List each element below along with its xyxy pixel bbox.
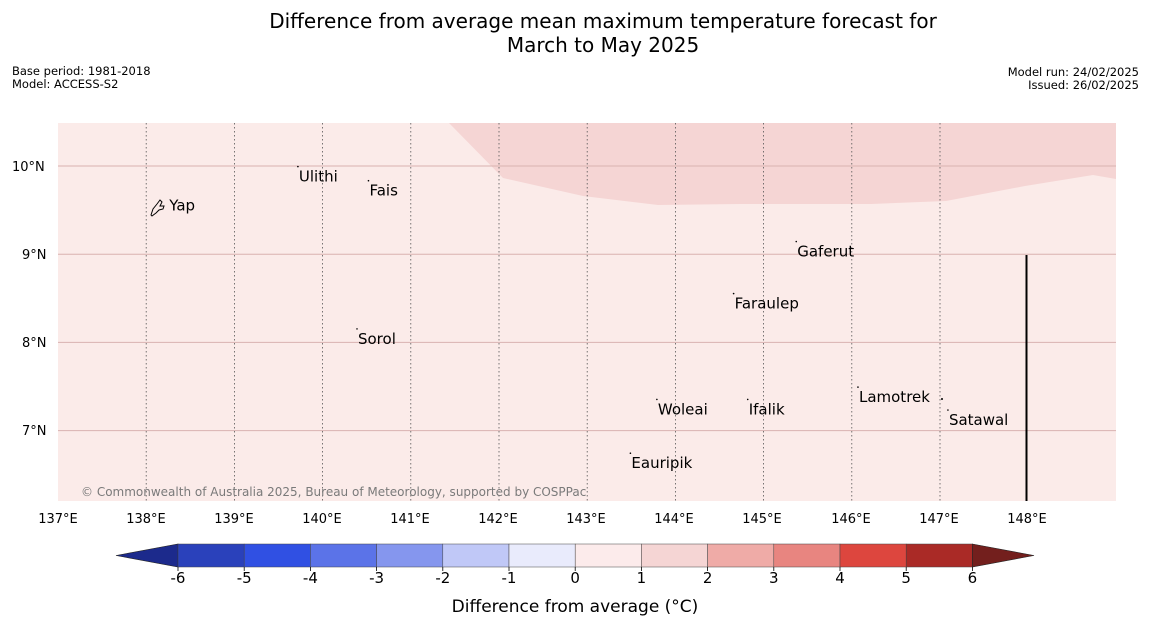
lat-label-9n: 9°N xyxy=(22,248,47,263)
colorbar-segment xyxy=(442,543,510,568)
latitude-labels: 10°N 9°N 8°N 7°N xyxy=(12,160,47,439)
colorbar-tick-label: 2 xyxy=(703,569,713,587)
place-labels: Yap Ulithi Fais Gaferut Faraulep Sorol Lamotre… xyxy=(168,165,1008,472)
colorbar-tick-label: -5 xyxy=(237,569,252,587)
colorbar-segment xyxy=(376,543,444,568)
lon-label-139e: 139°E xyxy=(214,512,254,527)
lon-label-142e: 142°E xyxy=(478,512,518,527)
lon-label-147e: 147°E xyxy=(919,512,959,527)
map-title-line1: Difference from average mean maximum tem… xyxy=(269,9,937,33)
place-label-gaferut: Gaferut xyxy=(797,243,854,261)
lat-label-7n: 7°N xyxy=(22,424,47,439)
lon-label-137e: 137°E xyxy=(38,512,78,527)
colorbar-segment xyxy=(574,543,642,568)
place-label-fais: Fais xyxy=(369,182,398,200)
credit-text: © Commonwealth of Australia 2025, Bureau… xyxy=(81,485,586,499)
place-marker xyxy=(297,165,299,168)
map-title-line2: March to May 2025 xyxy=(506,33,700,57)
base-period-text: Base period: 1981-2018 xyxy=(12,64,151,78)
colorbar-tick-label: 3 xyxy=(769,569,779,587)
colorbar-segment xyxy=(508,543,576,568)
lon-label-140e: 140°E xyxy=(302,512,342,527)
colorbar-segment xyxy=(243,543,311,568)
colorbar-title: Difference from average (°C) xyxy=(452,597,699,617)
lon-label-145e: 145°E xyxy=(742,512,782,527)
place-marker xyxy=(356,328,358,330)
meta-right: Model run: 24/02/2025 Issued: 26/02/2025 xyxy=(1008,66,1139,92)
place-marker xyxy=(857,386,859,388)
place-label-woleai: Woleai xyxy=(658,400,708,418)
place-marker xyxy=(367,179,370,182)
colorbar-tick-labels: -6 -5 -4 -3 -2 -1 0 1 2 3 4 5 6 xyxy=(171,567,978,587)
place-label-yap: Yap xyxy=(168,197,195,215)
colorbar-tick-label: -1 xyxy=(502,569,517,587)
meta-left: Base period: 1981-2018 Model: ACCESS-S2 xyxy=(12,65,151,91)
anomaly-region-1-to-2 xyxy=(449,123,1116,205)
place-marker xyxy=(947,409,949,411)
place-marker xyxy=(629,452,632,455)
lat-label-8n: 8°N xyxy=(22,336,47,351)
latitude-gridlines xyxy=(58,165,1116,432)
colorbar-segment xyxy=(707,543,775,568)
colorbar-tick-label: 4 xyxy=(835,569,845,587)
colorbar-segment xyxy=(177,543,245,568)
colorbar xyxy=(115,543,1035,568)
place-marker xyxy=(656,398,658,401)
islet-marker xyxy=(941,398,943,400)
colorbar-tick-label: -4 xyxy=(303,569,318,587)
colorbar-tick-label: 5 xyxy=(901,569,911,587)
colorbar-tick-label: -6 xyxy=(171,569,186,587)
colorbar-tick-label: -3 xyxy=(369,569,384,587)
model-text: Model: ACCESS-S2 xyxy=(12,77,119,91)
lon-label-144e: 144°E xyxy=(654,512,694,527)
lon-label-148e: 148°E xyxy=(1007,512,1047,527)
colorbar-segment xyxy=(641,543,708,568)
colorbar-segment xyxy=(839,543,907,568)
colorbar-extension-high xyxy=(972,543,1035,568)
longitude-gridlines xyxy=(145,123,941,501)
place-label-sorol: Sorol xyxy=(358,330,396,348)
colorbar-tick-label: 6 xyxy=(968,569,978,587)
lon-label-143e: 143°E xyxy=(566,512,606,527)
colorbar-tick-label: 0 xyxy=(570,569,580,587)
colorbar-tick-label: 1 xyxy=(637,569,647,587)
place-label-ifalik: Ifalik xyxy=(749,400,785,418)
place-label-ulithi: Ulithi xyxy=(299,168,338,186)
place-label-satawal: Satawal xyxy=(949,411,1008,429)
colorbar-segment xyxy=(905,543,973,568)
place-marker xyxy=(795,240,798,243)
longitude-labels: 137°E 138°E 139°E 140°E 141°E 142°E 143°… xyxy=(38,512,1047,527)
map-title: Difference from average mean maximum tem… xyxy=(0,9,1150,57)
colorbar-extension-low xyxy=(115,543,179,568)
colorbar-segment xyxy=(310,543,377,568)
place-label-faraulep: Faraulep xyxy=(735,295,799,313)
lon-label-146e: 146°E xyxy=(831,512,871,527)
place-label-eauripik: Eauripik xyxy=(631,454,692,472)
lon-label-141e: 141°E xyxy=(390,512,430,527)
place-marker xyxy=(732,292,735,295)
issued-text: Issued: 26/02/2025 xyxy=(1028,78,1139,92)
model-run-text: Model run: 24/02/2025 xyxy=(1007,65,1139,79)
place-marker xyxy=(746,398,749,401)
lon-label-138e: 138°E xyxy=(126,512,166,527)
map-panel: Yap Ulithi Fais Gaferut Faraulep Sorol Lamotre… xyxy=(58,123,1116,501)
colorbar-tick-label: -2 xyxy=(435,569,450,587)
yap-island-shape xyxy=(150,199,165,217)
lat-label-10n: 10°N xyxy=(12,160,45,175)
colorbar-segment xyxy=(773,543,841,568)
place-label-lamotrek: Lamotrek xyxy=(859,388,930,406)
